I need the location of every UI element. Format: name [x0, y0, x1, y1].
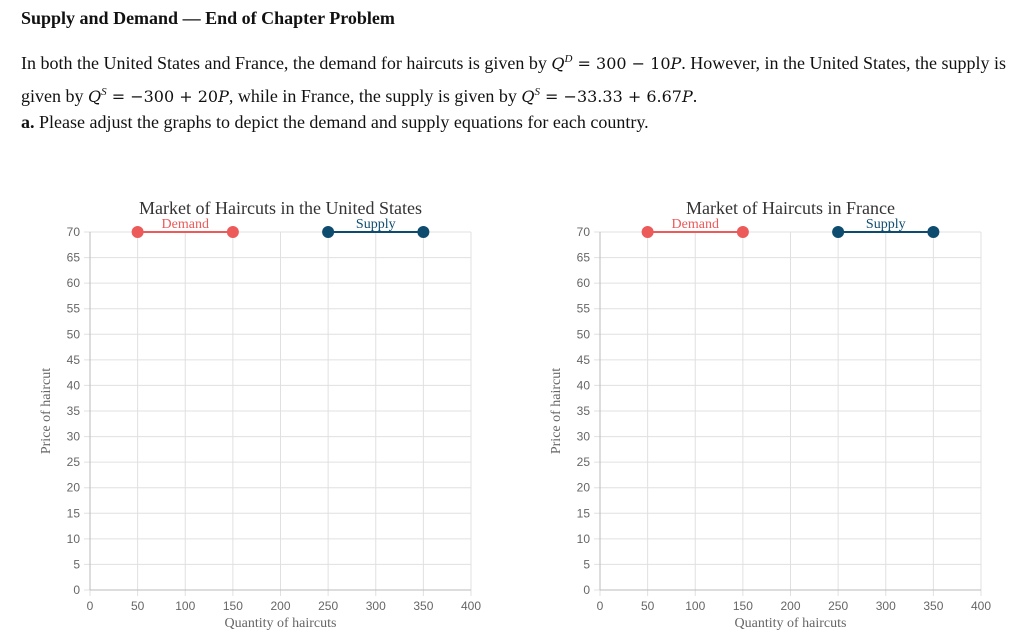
us-supply-q: Q — [88, 87, 102, 106]
y-tick-label: 10 — [577, 532, 591, 546]
us-supply-sup: S — [101, 86, 107, 98]
x-tick-label: 400 — [461, 599, 481, 613]
x-tick-label: 250 — [828, 599, 848, 613]
demand-label: Demand — [162, 217, 209, 232]
chart-svg[interactable]: 0 5 10 15 20 25 30 35 40 45 50 55 60 65 70 0 50 100 150 200… — [510, 190, 1010, 637]
demand-handle[interactable] — [736, 226, 749, 238]
x-tick-label: 350 — [413, 599, 433, 613]
y-tick-label: 30 — [67, 430, 81, 444]
y-tick-label: 45 — [577, 353, 591, 367]
us-supply-var: P — [218, 87, 229, 106]
problem-text: , while in France, the supply is given b… — [228, 86, 522, 106]
y-tick-label: 10 — [67, 532, 81, 546]
y-tick-label: 15 — [67, 506, 81, 520]
x-tick-label: 400 — [971, 599, 991, 613]
y-tick-label: 55 — [67, 302, 81, 316]
demand-handle[interactable] — [641, 226, 654, 238]
x-tick-label: 50 — [641, 599, 655, 613]
y-tick-label: 55 — [577, 302, 591, 316]
x-tick-label: 300 — [366, 599, 386, 613]
demand-eq-var: P — [670, 54, 682, 73]
question-text: Please adjust the graphs to depict the d… — [34, 112, 649, 132]
supply-label: Supply — [356, 217, 396, 232]
supply-label: Supply — [866, 217, 906, 232]
x-tick-label: 0 — [597, 599, 604, 613]
x-tick-label: 100 — [175, 599, 195, 613]
demand-eq-rhs: = 300 − 10 — [572, 54, 671, 73]
us-supply-rhs: = −300 + 20 — [106, 87, 219, 106]
y-axis-label: Price of haircut — [39, 368, 54, 454]
supply-handle[interactable] — [832, 226, 845, 238]
problem-text: In both the United States and France, th… — [21, 53, 552, 73]
chart-title: Market of Haircuts in France — [686, 198, 895, 218]
x-tick-label: 150 — [733, 599, 753, 613]
y-tick-label: 0 — [73, 583, 80, 597]
problem-text: . — [692, 86, 698, 106]
demand-handle[interactable] — [131, 226, 144, 238]
series-demand[interactable]: Demand — [131, 217, 239, 238]
problem-statement: In both the United States and France, th… — [21, 45, 1011, 111]
x-tick-label: 300 — [876, 599, 896, 613]
x-tick-label: 200 — [270, 599, 290, 613]
demand-eq-sup: D — [564, 53, 573, 65]
supply-handle[interactable] — [417, 226, 430, 238]
y-tick-label: 5 — [73, 557, 80, 571]
y-tick-label: 35 — [67, 404, 81, 418]
y-tick-label: 60 — [67, 276, 81, 290]
demand-label: Demand — [672, 217, 719, 232]
chart-svg[interactable]: 0 5 10 15 20 25 30 35 40 45 50 55 60 65 70 0 50 100 150 200… — [0, 190, 500, 637]
question-label: a. — [21, 112, 35, 132]
x-axis-label: Quantity of haircuts — [225, 616, 337, 631]
y-tick-label: 40 — [577, 378, 591, 392]
x-tick-label: 200 — [780, 599, 800, 613]
supply-handle[interactable] — [927, 226, 940, 238]
y-tick-label: 30 — [577, 430, 591, 444]
demand-eq-q: Q — [551, 54, 565, 73]
y-axis-label: Price of haircut — [549, 368, 564, 454]
y-tick-label: 50 — [577, 327, 591, 341]
x-tick-label: 50 — [131, 599, 145, 613]
y-tick-label: 45 — [67, 353, 81, 367]
y-tick-label: 25 — [67, 455, 81, 469]
y-tick-label: 5 — [583, 557, 590, 571]
series-supply[interactable]: Supply — [322, 217, 430, 238]
chart-united-states[interactable]: 0 5 10 15 20 25 30 35 40 45 50 55 60 65 70 0 50 100 150 200… — [0, 190, 500, 637]
series-demand[interactable]: Demand — [641, 217, 749, 238]
y-tick-label: 20 — [577, 481, 591, 495]
x-tick-label: 250 — [318, 599, 338, 613]
x-tick-label: 150 — [223, 599, 243, 613]
supply-handle[interactable] — [322, 226, 335, 238]
chart-france[interactable]: 0 5 10 15 20 25 30 35 40 45 50 55 60 65 70 0 50 100 150 200… — [510, 190, 1010, 637]
x-tick-label: 100 — [685, 599, 705, 613]
x-axis-label: Quantity of haircuts — [735, 616, 847, 631]
y-tick-label: 60 — [577, 276, 591, 290]
y-tick-label: 15 — [577, 506, 591, 520]
y-tick-label: 50 — [67, 327, 81, 341]
y-tick-label: 65 — [67, 251, 81, 265]
problem-text: . However, in the United States, the sup… — [21, 53, 1007, 106]
fr-supply-q: Q — [521, 87, 535, 106]
y-tick-label: 20 — [67, 481, 81, 495]
fr-supply-var: P — [681, 87, 693, 106]
x-tick-label: 350 — [923, 599, 943, 613]
y-tick-label: 70 — [67, 225, 81, 239]
y-tick-label: 0 — [583, 583, 590, 597]
question-a: a. Please adjust the graphs to depict th… — [21, 112, 649, 133]
y-tick-label: 65 — [577, 251, 591, 265]
demand-handle[interactable] — [226, 226, 239, 238]
y-tick-label: 70 — [577, 225, 591, 239]
y-tick-label: 35 — [577, 404, 591, 418]
x-tick-label: 0 — [87, 599, 94, 613]
y-tick-label: 25 — [577, 455, 591, 469]
fr-supply-sup: S — [534, 86, 540, 98]
series-supply[interactable]: Supply — [832, 217, 940, 238]
page-title: Supply and Demand — End of Chapter Probl… — [21, 8, 395, 28]
fr-supply-rhs: = −33.33 + 6.67 — [539, 87, 682, 106]
y-tick-label: 40 — [67, 378, 81, 392]
chart-title: Market of Haircuts in the United States — [139, 198, 422, 218]
